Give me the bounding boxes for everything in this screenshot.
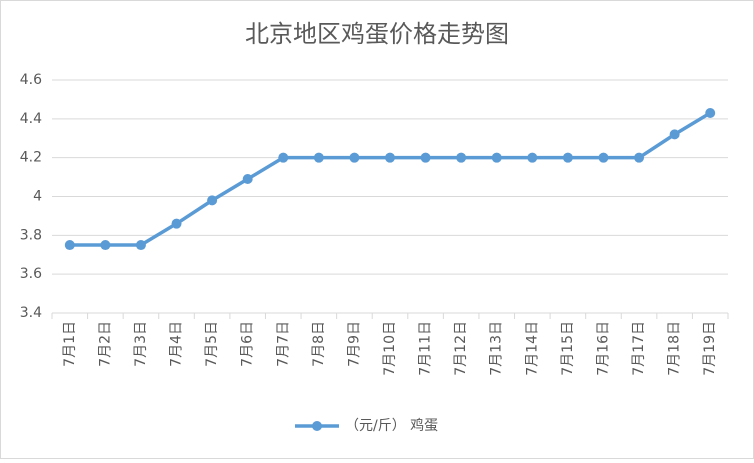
x-tick-label: 7月5日 [204,321,220,367]
x-tick-label: 7月2日 [97,321,113,367]
y-tick-label: 3.6 [20,266,42,282]
legend-marker [312,421,322,431]
x-tick-label: 7月13日 [489,321,505,376]
point [313,152,324,163]
point [669,129,680,140]
x-tick-label: 7月19日 [702,321,718,376]
point [491,152,502,163]
x-tick-label: 7月9日 [346,321,362,367]
point [420,152,431,163]
point [349,152,360,163]
x-tick-label: 7月11日 [418,321,434,376]
legend-label: （元/斤） 鸡蛋 [345,417,438,434]
point [64,240,75,251]
x-tick-label: 7月18日 [667,321,683,376]
chart-title: 北京地区鸡蛋价格走势图 [245,20,509,48]
point [278,152,289,163]
x-tick-label: 7月8日 [311,321,327,367]
point [527,152,538,163]
point [135,240,146,251]
point [634,152,645,163]
point [171,218,182,229]
point [456,152,467,163]
x-tick-label: 7月4日 [169,321,185,367]
x-tick-label: 7月14日 [524,321,540,376]
x-tick-label: 7月10日 [382,321,398,376]
y-tick-label: 4.4 [20,111,42,127]
point [207,195,218,206]
x-tick-label: 7月3日 [133,321,149,367]
x-tick-label: 7月12日 [453,321,469,376]
point [242,174,253,185]
point [385,152,395,163]
y-tick-label: 3.4 [20,305,42,321]
x-tick-label: 7月1日 [62,321,78,367]
x-tick-label: 7月15日 [560,321,576,376]
point [100,240,111,251]
x-tick-label: 7月6日 [240,321,256,367]
point [562,152,573,163]
x-tick-label: 7月16日 [595,321,611,376]
point [705,108,716,119]
y-tick-label: 3.8 [20,227,42,243]
y-tick-label: 4 [33,189,42,205]
x-tick-label: 7月7日 [275,321,291,367]
point [598,152,609,163]
y-tick-label: 4.6 [20,72,42,88]
x-tick-label: 7月17日 [631,321,647,376]
y-tick-label: 4.2 [20,150,42,166]
